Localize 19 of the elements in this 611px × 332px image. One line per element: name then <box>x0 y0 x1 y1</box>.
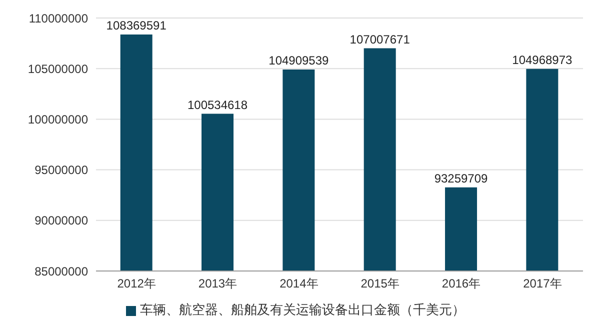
data-label: 100534618 <box>187 98 248 112</box>
y-tick-label: 90000000 <box>34 214 88 228</box>
data-label: 108369591 <box>106 18 167 32</box>
x-tick-label: 2016年 <box>442 276 481 291</box>
x-tick-label: 2012年 <box>117 276 156 291</box>
data-label: 93259709 <box>434 171 488 186</box>
y-tick-label: 95000000 <box>34 163 88 178</box>
data-label: 104968973 <box>512 52 573 67</box>
legend-label: 车辆、航空器、船舶及有关运输设备出口金额（千美元） <box>140 302 465 317</box>
y-tick-label: 100000000 <box>28 112 88 126</box>
data-label: 107007671 <box>350 32 410 46</box>
x-tick-label: 2015年 <box>360 276 400 291</box>
x-tick-label: 2014年 <box>280 276 318 291</box>
y-tick-label: 110000000 <box>28 11 88 26</box>
y-tick-label: 105000000 <box>28 62 88 76</box>
x-tick-label: 2013年 <box>198 276 238 291</box>
data-label: 104909539 <box>268 54 330 68</box>
x-tick-label: 2017年 <box>523 276 562 291</box>
y-tick-label: 85000000 <box>34 264 88 278</box>
